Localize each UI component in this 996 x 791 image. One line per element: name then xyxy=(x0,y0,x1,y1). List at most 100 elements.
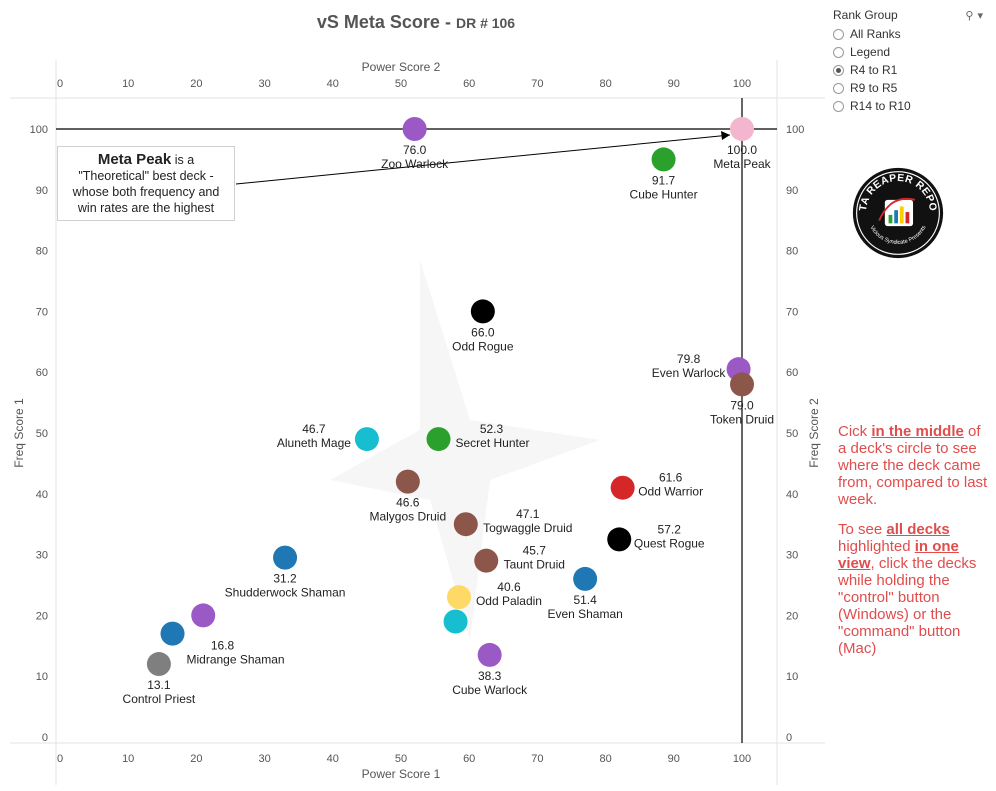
y2-axis-title: Freq Score 2 xyxy=(807,398,821,468)
meta-peak-annotation: Meta Peak is a "Theoretical" best deck -… xyxy=(57,146,235,221)
radio-button[interactable] xyxy=(833,28,844,40)
note-text: of a deck's circle to see where the deck… xyxy=(838,423,988,508)
scatter-chart: 0010102020303040405050606070708080909010… xyxy=(10,60,825,785)
deck-point xyxy=(146,652,171,677)
deck-score-label: 31.2 xyxy=(273,572,297,586)
rank-option[interactable]: Legend xyxy=(833,43,983,61)
radio-button[interactable] xyxy=(833,46,844,58)
y2-tick-label: 60 xyxy=(786,367,798,379)
deck-name-label: Midrange Shaman xyxy=(186,653,284,667)
deck-score-label: 47.1 xyxy=(516,507,540,521)
x-tick-label: 10 xyxy=(122,753,134,765)
deck-name-label: Cube Warlock xyxy=(452,683,528,697)
chart-title-sub: DR # 106 xyxy=(455,15,516,31)
rank-option[interactable]: R4 to R1 xyxy=(833,61,983,79)
annotation-bold: Meta Peak xyxy=(97,151,172,168)
deck-point xyxy=(446,585,471,610)
x-tick-label: 100 xyxy=(733,753,751,765)
y2-tick-label: 100 xyxy=(786,124,804,136)
rank-option-label: R14 to R10 xyxy=(850,99,911,113)
y2-tick-label: 90 xyxy=(786,185,798,197)
deck-name-label: Even Shaman xyxy=(547,607,622,621)
deck-score-label: 79.8 xyxy=(677,352,701,366)
note-emphasis: in one view xyxy=(838,538,959,572)
rank-option-label: All Ranks xyxy=(850,27,901,41)
x-tick-label: 30 xyxy=(258,753,270,765)
deck-score-label: 91.7 xyxy=(652,173,676,187)
y2-tick-label: 0 xyxy=(786,732,792,744)
y-tick-label: 100 xyxy=(30,124,48,136)
deck-score-label: 38.3 xyxy=(478,669,502,683)
deck-score-label: 57.2 xyxy=(658,522,682,536)
deck-name-label: Togwaggle Druid xyxy=(483,521,572,535)
deck-score-label: 16.8 xyxy=(211,639,235,653)
annotation-arrow-head xyxy=(721,131,730,140)
y-tick-label: 10 xyxy=(36,671,48,683)
note-emphasis: all decks xyxy=(886,521,950,538)
deck-point xyxy=(453,512,478,537)
y-tick-label: 0 xyxy=(42,732,48,744)
radio-button[interactable] xyxy=(833,64,844,76)
deck-point xyxy=(474,548,499,573)
y-tick-label: 70 xyxy=(36,306,48,318)
deck-point xyxy=(607,527,632,552)
x2-tick-label: 70 xyxy=(531,78,543,90)
y-tick-label: 90 xyxy=(36,185,48,197)
deck-name-label: Cube Hunter xyxy=(630,187,698,201)
note-text: Cick xyxy=(838,423,872,440)
y2-tick-label: 30 xyxy=(786,550,798,562)
x-tick-label: 40 xyxy=(327,753,339,765)
x2-tick-label: 20 xyxy=(190,78,202,90)
chevron-down-icon[interactable]: ▾ xyxy=(977,9,983,22)
rank-option[interactable]: R14 to R10 xyxy=(833,97,983,115)
deck-point xyxy=(426,427,451,452)
instructions-note: Cick in the middle of a deck's circle to… xyxy=(838,423,988,670)
deck-score-label: 13.1 xyxy=(147,678,171,692)
deck-name-label: Quest Rogue xyxy=(634,536,705,550)
instructions-p1: Cick in the middle of a deck's circle to… xyxy=(838,423,988,508)
x-tick-label: 50 xyxy=(395,753,407,765)
y-axis-title: Freq Score 1 xyxy=(12,398,26,468)
annotation-rest: is a xyxy=(171,153,195,167)
x-tick-label: 60 xyxy=(463,753,475,765)
x2-tick-label: 100 xyxy=(733,78,751,90)
deck-point xyxy=(395,469,420,494)
rank-option[interactable]: All Ranks xyxy=(833,25,983,43)
y2-tick-label: 70 xyxy=(786,306,798,318)
y2-tick-label: 10 xyxy=(786,671,798,683)
deck-score-label: 52.3 xyxy=(480,422,504,436)
rank-option-label: R9 to R5 xyxy=(850,81,898,95)
x-tick-label: 0 xyxy=(57,753,63,765)
y2-tick-label: 50 xyxy=(786,428,798,440)
deck-score-label: 46.7 xyxy=(302,422,326,436)
rank-option[interactable]: R9 to R5 xyxy=(833,79,983,97)
y2-tick-label: 40 xyxy=(786,489,798,501)
deck-point xyxy=(354,427,379,452)
deck-name-label: Odd Warrior xyxy=(638,485,703,499)
deck-name-label: Taunt Druid xyxy=(504,558,565,572)
deck-point xyxy=(191,603,216,628)
chart-title-separator: - xyxy=(439,12,456,32)
deck-score-label: 45.7 xyxy=(523,544,547,558)
rank-option-label: R4 to R1 xyxy=(850,63,898,77)
radio-button[interactable] xyxy=(833,82,844,94)
deck-name-label: Zoo Warlock xyxy=(381,157,449,171)
radio-button[interactable] xyxy=(833,100,844,112)
y-tick-label: 20 xyxy=(36,610,48,622)
x-axis-title: Power Score 1 xyxy=(362,767,441,781)
deck-name-label: Token Druid xyxy=(710,412,774,426)
x2-tick-label: 90 xyxy=(668,78,680,90)
x-tick-label: 20 xyxy=(190,753,202,765)
deck-score-label: 76.0 xyxy=(403,143,427,157)
note-text: To see xyxy=(838,521,887,538)
y-tick-label: 40 xyxy=(36,489,48,501)
deck-score-label: 61.6 xyxy=(659,471,683,485)
x-tick-label: 80 xyxy=(599,753,611,765)
annotation-arrow-line xyxy=(235,134,731,185)
deck-point xyxy=(573,566,598,591)
chart-title-main: vS Meta Score xyxy=(316,12,440,32)
x2-tick-label: 60 xyxy=(463,78,475,90)
deck-name-label: Odd Rogue xyxy=(452,339,514,353)
search-icon[interactable]: ⚲ xyxy=(965,9,974,22)
note-text: , click the decks while holding the "con… xyxy=(838,555,977,657)
